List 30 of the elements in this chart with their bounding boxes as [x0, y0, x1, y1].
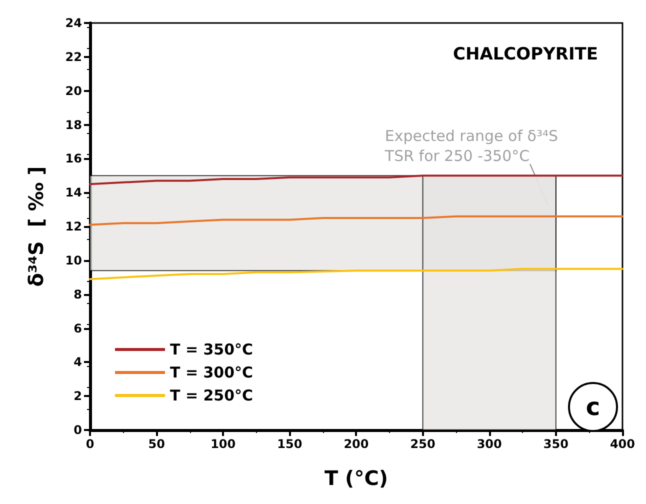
- x-tick-label: 100: [210, 437, 236, 451]
- legend-label: T = 250°C: [170, 386, 254, 404]
- x-tick-label: 250: [410, 437, 436, 451]
- legend-label: T = 300°C: [170, 364, 254, 382]
- x-tick-label: 50: [148, 437, 165, 451]
- x-tick-label: 0: [86, 437, 94, 451]
- text: CHALCOPYRITE: [452, 44, 598, 64]
- legend-label: T = 350°C: [170, 340, 254, 358]
- y-tick-label: 6: [74, 321, 82, 336]
- y-tick-label: 2: [74, 389, 82, 404]
- x-tick-label: 400: [610, 437, 636, 451]
- y-tick-label: 20: [65, 84, 82, 98]
- x-tick-label: 150: [277, 437, 302, 451]
- x-tick-label: 300: [476, 437, 502, 451]
- y-tick-label: 12: [65, 220, 82, 234]
- circle-badge: c: [568, 382, 618, 432]
- x-axis-title: T (°C): [324, 466, 388, 490]
- y-tick-label: 10: [65, 253, 82, 268]
- y-tick-label: 18: [65, 118, 82, 132]
- y-tick-label: 8: [74, 287, 82, 302]
- y-tick-label: 16: [65, 152, 82, 166]
- y-tick-label: 0: [74, 423, 82, 437]
- y-tick-label: 4: [74, 355, 82, 370]
- y-tick-label: 24: [65, 16, 82, 30]
- annotation: Expected range of δ³⁴S TSR for 250 -350°C: [384, 127, 558, 165]
- y-tick-label: 22: [65, 50, 82, 64]
- x-tick-label: 200: [344, 437, 369, 451]
- y-tick-label: 14: [65, 186, 82, 200]
- x-tick-label: 350: [543, 437, 568, 451]
- y-axis-title: δ³⁴S [ ‰ ]: [24, 166, 48, 287]
